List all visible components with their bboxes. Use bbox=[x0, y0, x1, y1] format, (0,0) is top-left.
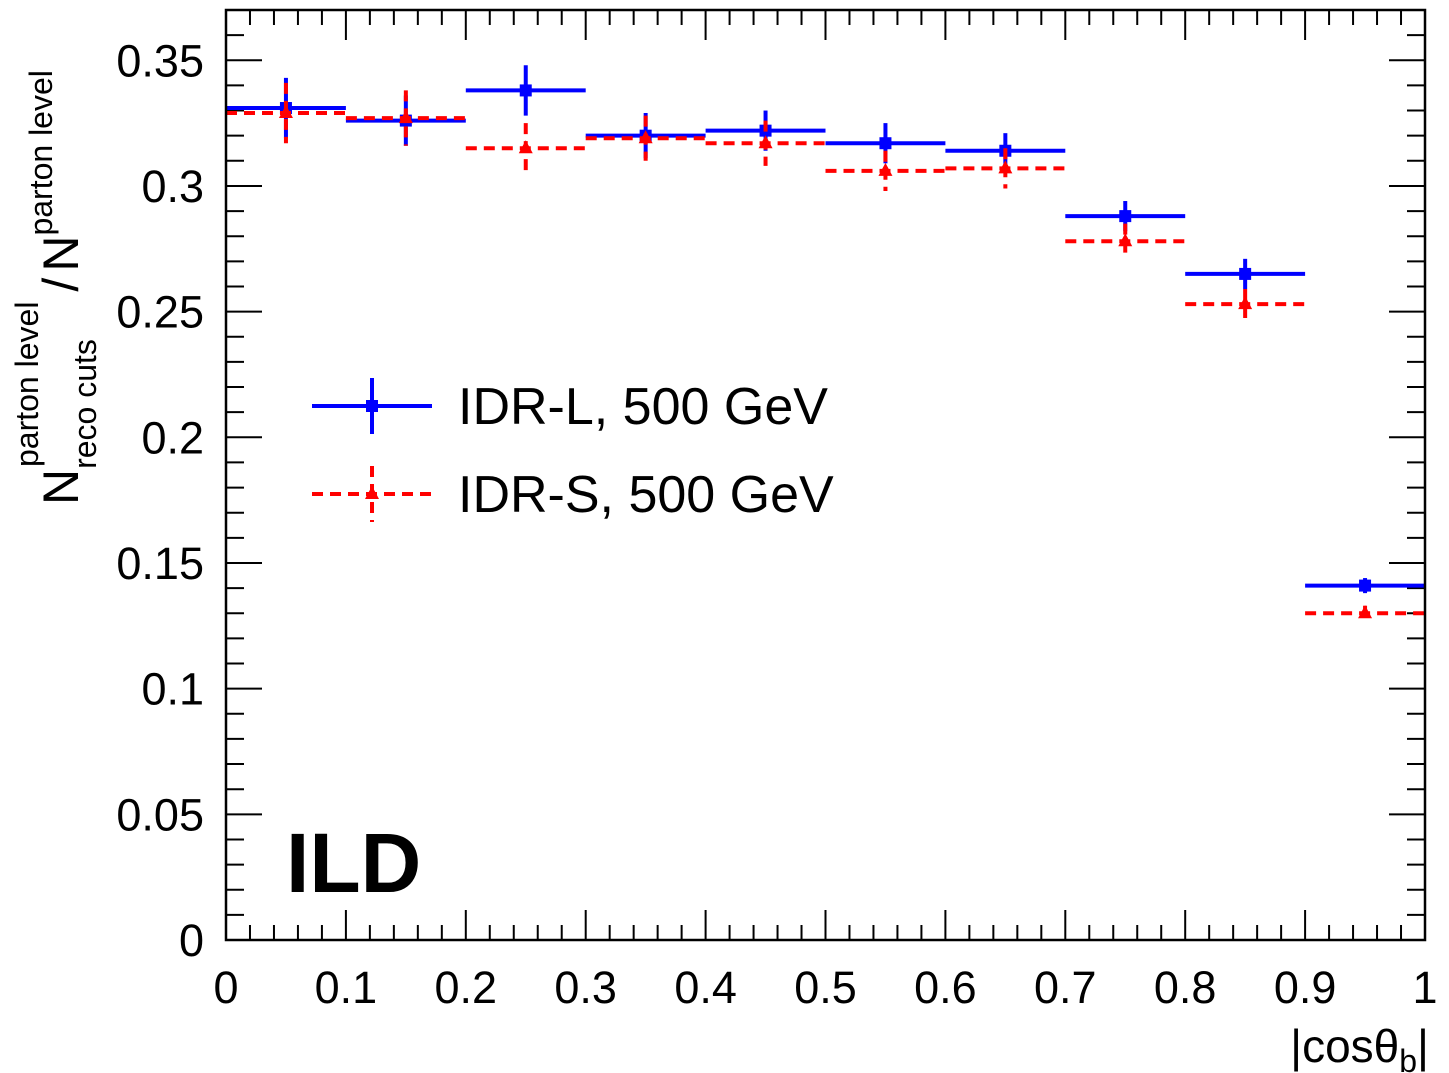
y-tick-label: 0.05 bbox=[116, 789, 204, 840]
data-point-idr-s bbox=[278, 105, 293, 119]
legend-label-idr-l: IDR-L, 500 GeV bbox=[458, 378, 828, 436]
x-tick-label: 1 bbox=[1412, 962, 1437, 1013]
y-tick-label: 0 bbox=[179, 915, 204, 966]
ild-annotation: ILD bbox=[286, 816, 421, 910]
y-tick-label: 0.25 bbox=[116, 287, 204, 338]
legend-entry-idr-s: IDR-S, 500 GeV bbox=[312, 466, 834, 524]
data-point-idr-l bbox=[519, 84, 532, 97]
x-tick-label: 0.8 bbox=[1154, 962, 1217, 1013]
x-tick-label: 0.9 bbox=[1274, 962, 1337, 1013]
x-tick-label: 0.1 bbox=[315, 962, 378, 1013]
data-point-idr-s bbox=[998, 160, 1013, 174]
data-point-idr-l bbox=[879, 137, 892, 150]
data-point-idr-s bbox=[1238, 296, 1253, 310]
legend-marker-idr-s bbox=[365, 486, 379, 499]
y-axis-label: Nreco cuts parton level / Nparton level bbox=[9, 70, 103, 505]
y-axis-label-n1: N bbox=[33, 469, 89, 505]
y-tick-label: 0.35 bbox=[116, 35, 204, 86]
y-tick-label: 0.2 bbox=[141, 412, 204, 463]
x-tick-label: 0.5 bbox=[794, 962, 857, 1013]
plot-frame bbox=[224, 8, 1427, 942]
x-tick-label: 0.3 bbox=[554, 962, 617, 1013]
y-axis-label-n1-sub: reco cuts bbox=[67, 339, 103, 469]
data-point-idr-l bbox=[1359, 579, 1372, 592]
data-point-idr-s bbox=[878, 162, 893, 176]
x-axis-label: |cosθb| bbox=[1290, 1020, 1429, 1073]
data-point-idr-s bbox=[518, 140, 533, 154]
series-layer bbox=[226, 65, 1425, 621]
x-axis-label-main: |cosθ bbox=[1290, 1020, 1399, 1072]
x-axis-label-sub: b bbox=[1399, 1043, 1417, 1073]
data-point-idr-l bbox=[1119, 210, 1132, 223]
y-tick-label: 0.1 bbox=[141, 664, 204, 715]
x-tick-label: 0.7 bbox=[1034, 962, 1097, 1013]
y-axis-label-slash: / bbox=[33, 278, 89, 292]
legend: IDR-L, 500 GeV IDR-S, 500 GeV bbox=[312, 378, 834, 524]
data-point-idr-s bbox=[638, 130, 653, 144]
y-axis-label-n2-sup: parton level bbox=[23, 70, 59, 235]
x-tick-label: 0 bbox=[213, 962, 238, 1013]
x-tick-label: 0.2 bbox=[435, 962, 498, 1013]
legend-entry-idr-l: IDR-L, 500 GeV bbox=[312, 378, 828, 436]
x-tick-label: 0.4 bbox=[674, 962, 737, 1013]
tick-labels-layer: 0 0.1 0.2 0.3 0.4 0.5 0.6 0.7 0.8 0.9 1 0 0.05 0.1 0.1… bbox=[116, 35, 1437, 1013]
x-tick-label: 0.6 bbox=[914, 962, 977, 1013]
y-tick-label: 0.3 bbox=[141, 161, 204, 212]
y-tick-label: 0.15 bbox=[116, 538, 204, 589]
legend-label-idr-s: IDR-S, 500 GeV bbox=[458, 466, 834, 524]
x-axis-label-close: | bbox=[1417, 1020, 1429, 1072]
data-point-idr-s bbox=[758, 135, 773, 149]
legend-marker-idr-l bbox=[366, 400, 378, 412]
data-point-idr-s bbox=[1358, 605, 1373, 619]
y-axis-label-n2: N bbox=[33, 236, 89, 272]
data-point-idr-s bbox=[1118, 233, 1133, 247]
y-axis-label-n1-sup: parton level bbox=[9, 302, 45, 467]
data-point-idr-s bbox=[398, 110, 413, 124]
data-point-idr-l bbox=[1239, 267, 1252, 280]
